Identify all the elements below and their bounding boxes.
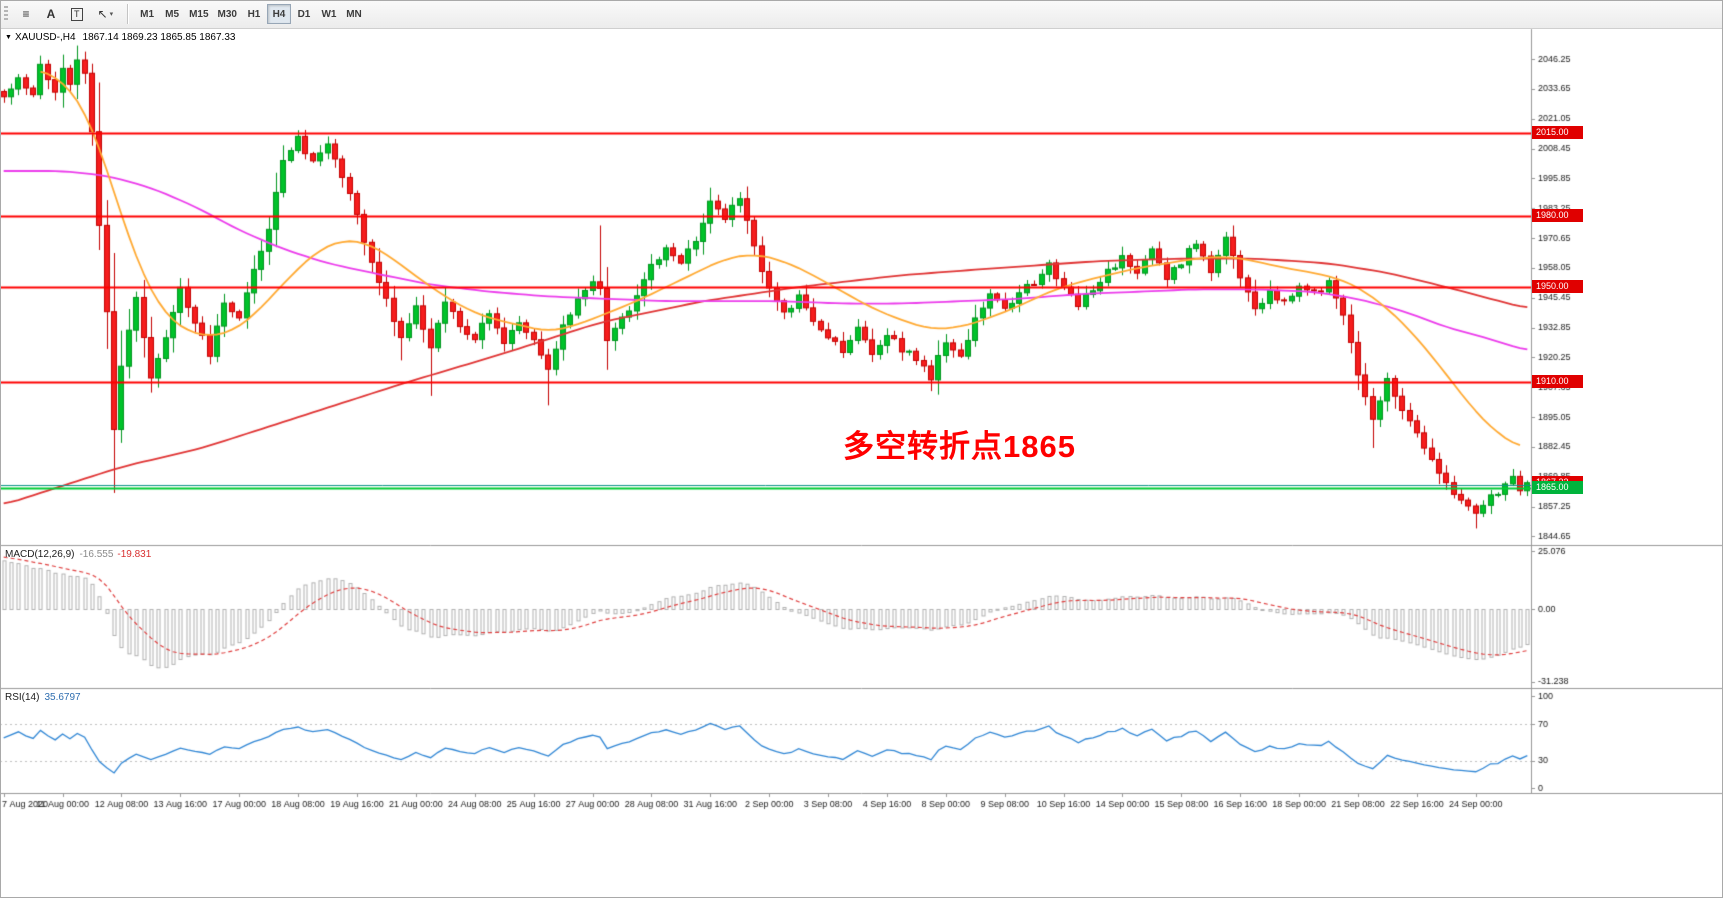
- timeframe-button-W1[interactable]: W1: [317, 4, 341, 24]
- text-box-button[interactable]: T: [64, 3, 90, 25]
- text-label-icon: A: [46, 7, 56, 21]
- timeframe-button-M15[interactable]: M15: [185, 4, 212, 24]
- toolbar: ≡ A T ↖ ▾ M1 M5 M15 M30 H1 H4 D1 W1 MN: [0, 0, 1723, 29]
- timeframe-button-D1[interactable]: D1: [292, 4, 316, 24]
- timeframe-button-M5[interactable]: M5: [160, 4, 184, 24]
- cursor-tool-button[interactable]: ↖ ▾: [91, 3, 121, 25]
- chevron-down-icon: ▾: [109, 11, 114, 18]
- timeframe-button-MN[interactable]: MN: [342, 4, 366, 24]
- timeframe-button-H4[interactable]: H4: [266, 4, 291, 24]
- toolbar-separator: [127, 4, 129, 24]
- timeframe-button-M1[interactable]: M1: [135, 4, 159, 24]
- cursor-icon: ↖: [97, 7, 108, 21]
- timeframe-button-H1[interactable]: H1: [242, 4, 266, 24]
- charts-list-button[interactable]: ≡: [14, 3, 38, 25]
- timeframe-group: M1 M5 M15 M30 H1 H4 D1 W1 MN: [135, 4, 366, 24]
- charts-list-icon: ≡: [22, 7, 30, 21]
- timeframe-button-M30[interactable]: M30: [214, 4, 241, 24]
- toolbar-grip[interactable]: [4, 6, 8, 22]
- text-label-button[interactable]: A: [39, 3, 63, 25]
- text-box-icon: T: [71, 7, 83, 21]
